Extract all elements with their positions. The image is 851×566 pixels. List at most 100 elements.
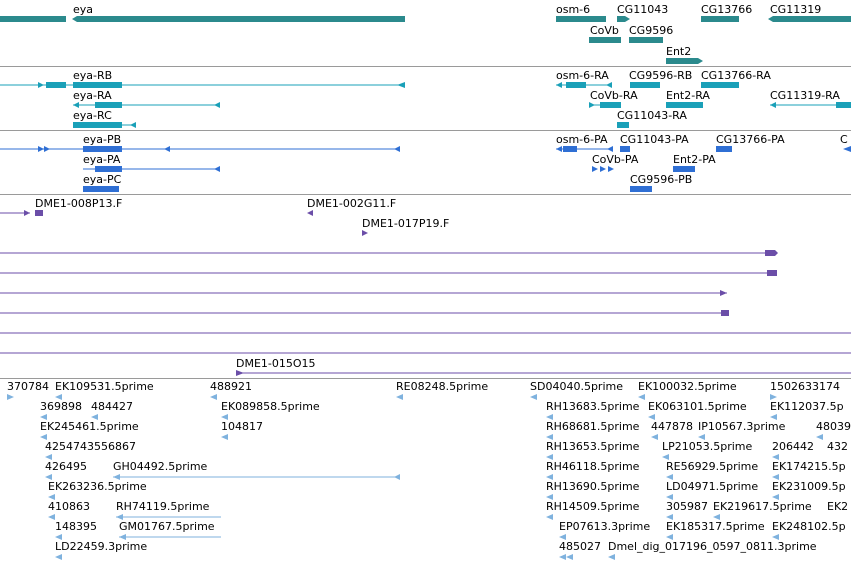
protein-label[interactable]: osm-6-PA — [556, 133, 608, 146]
gene-label[interactable]: eya — [73, 3, 93, 16]
probe-label[interactable]: DME1-002G11.F — [307, 197, 396, 210]
est-label[interactable]: 305987 — [666, 500, 708, 513]
gene-label[interactable]: CoVb — [590, 24, 619, 37]
gene-glyphs[interactable] — [0, 16, 851, 64]
est-label[interactable]: 206442 — [772, 440, 814, 453]
probe-glyphs[interactable] — [0, 210, 851, 376]
est-label[interactable]: RH13653.5prime — [546, 440, 640, 453]
protein-label[interactable]: CG13766-PA — [716, 133, 785, 146]
est-label[interactable]: 48039 — [816, 420, 851, 433]
transcript-label[interactable]: CG11319-RA — [770, 89, 840, 102]
est-label[interactable]: 410863 — [48, 500, 90, 513]
protein-label[interactable]: eya-PA — [83, 153, 121, 166]
est-label[interactable]: EK100032.5prime — [638, 380, 737, 393]
gene-label[interactable]: osm-6 — [556, 3, 590, 16]
est-label[interactable]: EP07613.3prime — [559, 520, 650, 533]
protein-label[interactable]: CG9596-PB — [630, 173, 692, 186]
transcript-label[interactable]: eya-RB — [73, 69, 112, 82]
est-glyphs[interactable] — [7, 394, 823, 560]
gene-label[interactable]: CG13766 — [701, 3, 752, 16]
gene-glyph[interactable] — [556, 16, 606, 22]
gene-glyph[interactable] — [666, 58, 703, 64]
transcript-label[interactable]: CG13766-RA — [701, 69, 771, 82]
est-label[interactable]: RH74119.5prime — [116, 500, 210, 513]
probe-label[interactable]: DME1-008P13.F — [35, 197, 122, 210]
est-label[interactable]: RH14509.5prime — [546, 500, 640, 513]
est-label[interactable]: 1502633174 — [770, 380, 840, 393]
gene-track: eya osm-6 CG11043 CG13766 CG11319 CoVb C… — [0, 3, 851, 64]
est-label[interactable]: RH46118.5prime — [546, 460, 640, 473]
est-label[interactable]: LP21053.5prime — [662, 440, 753, 453]
est-label[interactable]: EK089858.5prime — [221, 400, 320, 413]
est-label[interactable]: 4254743556867 — [45, 440, 136, 453]
est-label[interactable]: EK174215.5p — [772, 460, 846, 473]
est-label[interactable]: EK231009.5p — [772, 480, 846, 493]
gene-label[interactable]: CG9596 — [629, 24, 673, 37]
transcript-glyphs[interactable] — [0, 82, 851, 128]
protein-glyphs[interactable] — [0, 146, 851, 192]
est-label[interactable]: EK2 — [827, 500, 848, 513]
transcript-label[interactable]: CoVb-RA — [590, 89, 638, 102]
est-label[interactable]: EK263236.5prime — [48, 480, 147, 493]
protein-label[interactable]: CoVb-PA — [592, 153, 639, 166]
transcript-label[interactable]: CG11043-RA — [617, 109, 687, 122]
gene-glyph[interactable] — [701, 16, 739, 22]
est-label[interactable]: LD22459.3prime — [55, 540, 147, 553]
protein-track: eya-PB eya-PA eya-PC osm-6-PA CG11043-PA… — [0, 133, 851, 192]
est-label[interactable]: 369898 — [40, 400, 82, 413]
gene-glyph[interactable] — [629, 37, 663, 43]
est-label[interactable]: EK219617.5prime — [713, 500, 812, 513]
transcript-label[interactable]: CG9596-RB — [629, 69, 692, 82]
est-label[interactable]: RH13690.5prime — [546, 480, 640, 493]
est-label[interactable]: RH13683.5prime — [546, 400, 640, 413]
est-label[interactable]: LD04971.5prime — [666, 480, 758, 493]
est-label[interactable]: EK248102.5p — [772, 520, 846, 533]
probe-track: DME1-008P13.F DME1-002G11.F DME1-017P19.… — [0, 197, 851, 376]
est-track: 370784 EK109531.5prime 488921 RE08248.5p… — [7, 380, 851, 560]
est-label[interactable]: 447878 — [651, 420, 693, 433]
probe-label[interactable]: DME1-015O15 — [236, 357, 316, 370]
protein-label[interactable]: eya-PC — [83, 173, 122, 186]
protein-label[interactable]: C — [840, 133, 848, 146]
probe-label[interactable]: DME1-017P19.F — [362, 217, 449, 230]
est-label[interactable]: RH68681.5prime — [546, 420, 640, 433]
est-label[interactable]: 484427 — [91, 400, 133, 413]
est-label[interactable]: 426495 — [45, 460, 87, 473]
gene-glyph[interactable] — [589, 37, 621, 43]
est-label[interactable]: 485027 — [559, 540, 601, 553]
est-label[interactable]: GH04492.5prime — [113, 460, 208, 473]
gene-label[interactable]: CG11319 — [770, 3, 821, 16]
transcript-label[interactable]: eya-RA — [73, 89, 112, 102]
est-label[interactable]: EK109531.5prime — [55, 380, 154, 393]
protein-label[interactable]: eya-PB — [83, 133, 121, 146]
est-label[interactable]: 148395 — [55, 520, 97, 533]
est-label[interactable]: IP10567.3prime — [698, 420, 786, 433]
est-label[interactable]: SD04040.5prime — [530, 380, 623, 393]
transcript-label[interactable]: osm-6-RA — [556, 69, 609, 82]
transcript-label[interactable]: Ent2-RA — [666, 89, 710, 102]
gene-label[interactable]: Ent2 — [666, 45, 691, 58]
protein-label[interactable]: CG11043-PA — [620, 133, 689, 146]
est-label[interactable]: 432 — [827, 440, 848, 453]
est-label[interactable]: 370784 — [7, 380, 49, 393]
gene-label[interactable]: CG11043 — [617, 3, 668, 16]
protein-label[interactable]: Ent2-PA — [673, 153, 716, 166]
transcript-track: eya-RB eya-RA eya-RC osm-6-RA CG9596-RB … — [0, 69, 851, 128]
est-label[interactable]: Dmel_dig_017196_0597_0811.3prime — [608, 540, 817, 553]
est-label[interactable]: EK112037.5p — [770, 400, 844, 413]
gene-glyph[interactable] — [768, 16, 851, 22]
est-label[interactable]: EK245461.5prime — [40, 420, 139, 433]
est-label[interactable]: RE56929.5prime — [666, 460, 758, 473]
gene-glyph[interactable] — [72, 16, 405, 22]
est-label[interactable]: 488921 — [210, 380, 252, 393]
est-label[interactable]: 104817 — [221, 420, 263, 433]
est-label[interactable]: EK063101.5prime — [648, 400, 747, 413]
est-label[interactable]: GM01767.5prime — [119, 520, 215, 533]
gene-glyph[interactable] — [0, 16, 66, 22]
est-label[interactable]: EK185317.5prime — [666, 520, 765, 533]
transcript-label[interactable]: eya-RC — [73, 109, 112, 122]
gene-glyph[interactable] — [617, 16, 630, 22]
est-label[interactable]: RE08248.5prime — [396, 380, 488, 393]
